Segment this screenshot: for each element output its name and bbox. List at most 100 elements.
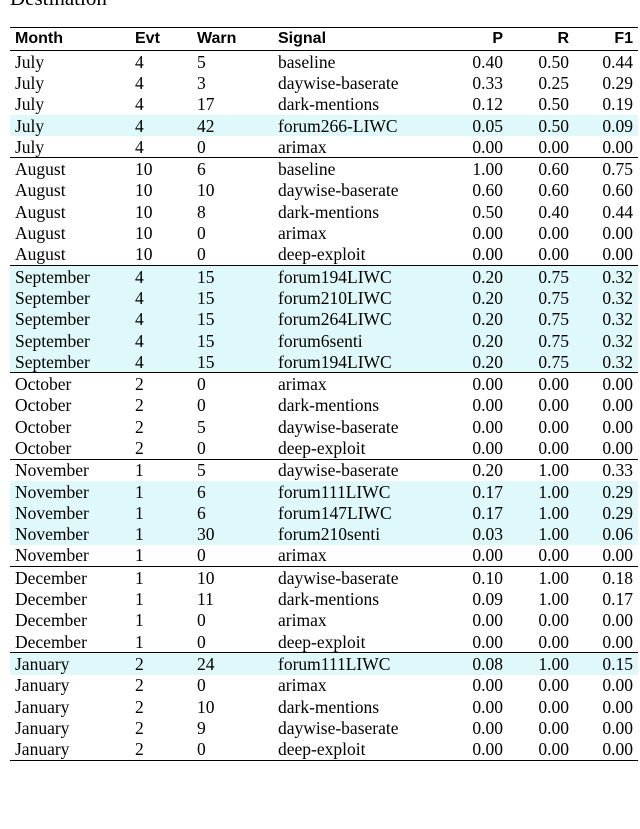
table-cell: 0 <box>192 372 273 395</box>
table-cell: 0.00 <box>602 631 633 652</box>
table-cell: 1.00 <box>508 652 574 675</box>
table-cell: 2 <box>130 372 192 395</box>
table-cell: dark-mentions <box>278 589 380 610</box>
table-cell: 2 <box>135 416 144 437</box>
table-cell: 10 <box>135 244 153 265</box>
table-cell: January <box>15 696 70 717</box>
table-row: August 10 8 dark-mentions 0.50 0.40 0.44 <box>10 201 638 222</box>
table-cell: 0.20 <box>472 351 503 372</box>
table-row: August 10 0 arimax 0.00 0.00 0.00 <box>10 222 638 243</box>
table-cell: 0.50 <box>538 115 569 136</box>
table-cell: September <box>15 351 90 372</box>
table-cell: 0.32 <box>602 287 633 308</box>
table-cell: 2 <box>135 675 144 696</box>
table-cell: 0.00 <box>602 717 633 738</box>
table-cell: 0.00 <box>602 395 633 416</box>
table-cell: July <box>10 50 130 73</box>
table-row: September 4 15 forum264LIWC 0.20 0.75 0.32 <box>10 308 638 330</box>
table-cell: forum264LIWC <box>278 309 392 330</box>
table-cell: 0.00 <box>602 610 633 631</box>
table-cell: forum194LIWC <box>278 351 392 372</box>
table-cell: January <box>10 652 130 675</box>
table-row: January 2 9 daywise-baserate 0.00 0.00 0.00 <box>10 717 638 738</box>
table-cell: 0 <box>197 223 206 244</box>
table-row: November 1 6 forum147LIWC 0.17 1.00 0.29 <box>10 502 638 524</box>
table-cell: 0.09 <box>472 589 503 610</box>
table-row: October 2 0 dark-mentions 0.00 0.00 0.00 <box>10 395 638 416</box>
table-cell: September <box>15 287 90 308</box>
table-cell: 0.60 <box>602 180 633 201</box>
table-cell: 4 <box>135 351 144 372</box>
table-cell: 0.32 <box>602 330 633 351</box>
table-row: October 2 0 deep-exploit 0.00 0.00 0.00 <box>10 437 638 459</box>
table-cell: 4 <box>130 50 192 73</box>
table-cell: 0.00 <box>538 223 569 244</box>
table-cell: 6 <box>197 481 206 502</box>
table-cell: 0.00 <box>508 372 574 395</box>
table-cell: September <box>15 330 90 351</box>
table-cell: 0.00 <box>538 631 569 652</box>
table-cell: 10 <box>197 696 215 717</box>
table-cell: 0.00 <box>602 244 633 265</box>
column-header: P <box>441 27 508 51</box>
table-cell: 1 <box>135 589 144 610</box>
table-cell: 0.08 <box>441 652 508 675</box>
table-row: December 1 11 dark-mentions 0.09 1.00 0.17 <box>10 588 638 609</box>
table-cell: July <box>15 94 45 115</box>
table-cell: 0.75 <box>538 351 569 372</box>
table-cell: 1.00 <box>508 566 574 589</box>
table-cell: 0.09 <box>602 115 633 136</box>
table-cell: 0.00 <box>472 717 503 738</box>
table-row: November 1 5 daywise-baserate 0.20 1.00 0.33 <box>10 458 638 481</box>
table-row: July 4 0 arimax 0.00 0.00 0.00 <box>10 136 638 158</box>
table-row: October 2 5 daywise-baserate 0.00 0.00 0.00 <box>10 416 638 437</box>
table-cell: dark-mentions <box>278 696 380 717</box>
table-cell: forum147LIWC <box>278 502 392 523</box>
table-cell: November <box>15 481 89 502</box>
table-cell: 0 <box>197 675 206 696</box>
table-cell: 1 <box>135 631 144 652</box>
table-cell: 0.00 <box>441 372 508 395</box>
column-header: R <box>508 27 574 51</box>
table-cell: forum6senti <box>278 330 363 351</box>
table-cell: deep-exploit <box>278 739 366 760</box>
table-cell: 0 <box>197 545 206 566</box>
table-row: July 4 3 daywise-baserate 0.33 0.25 0.29 <box>10 72 638 93</box>
table-cell: 4 <box>135 330 144 351</box>
table-row: December 1 0 deep-exploit 0.00 0.00 0.00 <box>10 631 638 653</box>
table-cell: 4 <box>135 136 144 157</box>
table-cell: 0.00 <box>602 696 633 717</box>
table-cell: 15 <box>192 264 273 288</box>
table-cell: 1.00 <box>538 524 569 545</box>
table-cell: 5 <box>197 416 206 437</box>
table-cell: 0.19 <box>602 94 633 115</box>
table-cell: 10 <box>135 201 153 222</box>
table-cell: 0.44 <box>574 50 638 73</box>
table-cell: 4 <box>135 72 144 93</box>
table-cell: arimax <box>278 610 327 631</box>
table-cell: November <box>15 545 89 566</box>
table-row: October 2 0 arimax 0.00 0.00 0.00 <box>10 372 638 395</box>
table-cell: 0.00 <box>538 136 569 157</box>
table-cell: January <box>15 675 70 696</box>
column-header: Month <box>10 27 130 51</box>
table-cell: 0.29 <box>602 502 633 523</box>
column-header: Evt <box>130 27 192 51</box>
table-cell: 0.33 <box>574 458 638 481</box>
table-cell: 0.29 <box>602 481 633 502</box>
table-row: September 4 15 forum210LIWC 0.20 0.75 0.32 <box>10 287 638 309</box>
table-cell: 6 <box>197 502 206 523</box>
table-row: November 1 6 forum111LIWC 0.17 1.00 0.29 <box>10 480 638 503</box>
table-cell: 9 <box>197 717 206 738</box>
table-cell: 11 <box>197 589 214 610</box>
table-cell: 0.00 <box>538 610 569 631</box>
table-cell: 0.00 <box>538 675 569 696</box>
table-cell: 2 <box>135 696 144 717</box>
table-cell: 0.00 <box>472 631 503 652</box>
table-cell: December <box>15 589 87 610</box>
table-cell: 0.00 <box>538 545 569 566</box>
table-cell: 0.00 <box>602 739 633 760</box>
table-cell: 4 <box>130 264 192 288</box>
table-cell: 0.15 <box>574 652 638 675</box>
table-row: November 1 0 arimax 0.00 0.00 0.00 <box>10 545 638 567</box>
